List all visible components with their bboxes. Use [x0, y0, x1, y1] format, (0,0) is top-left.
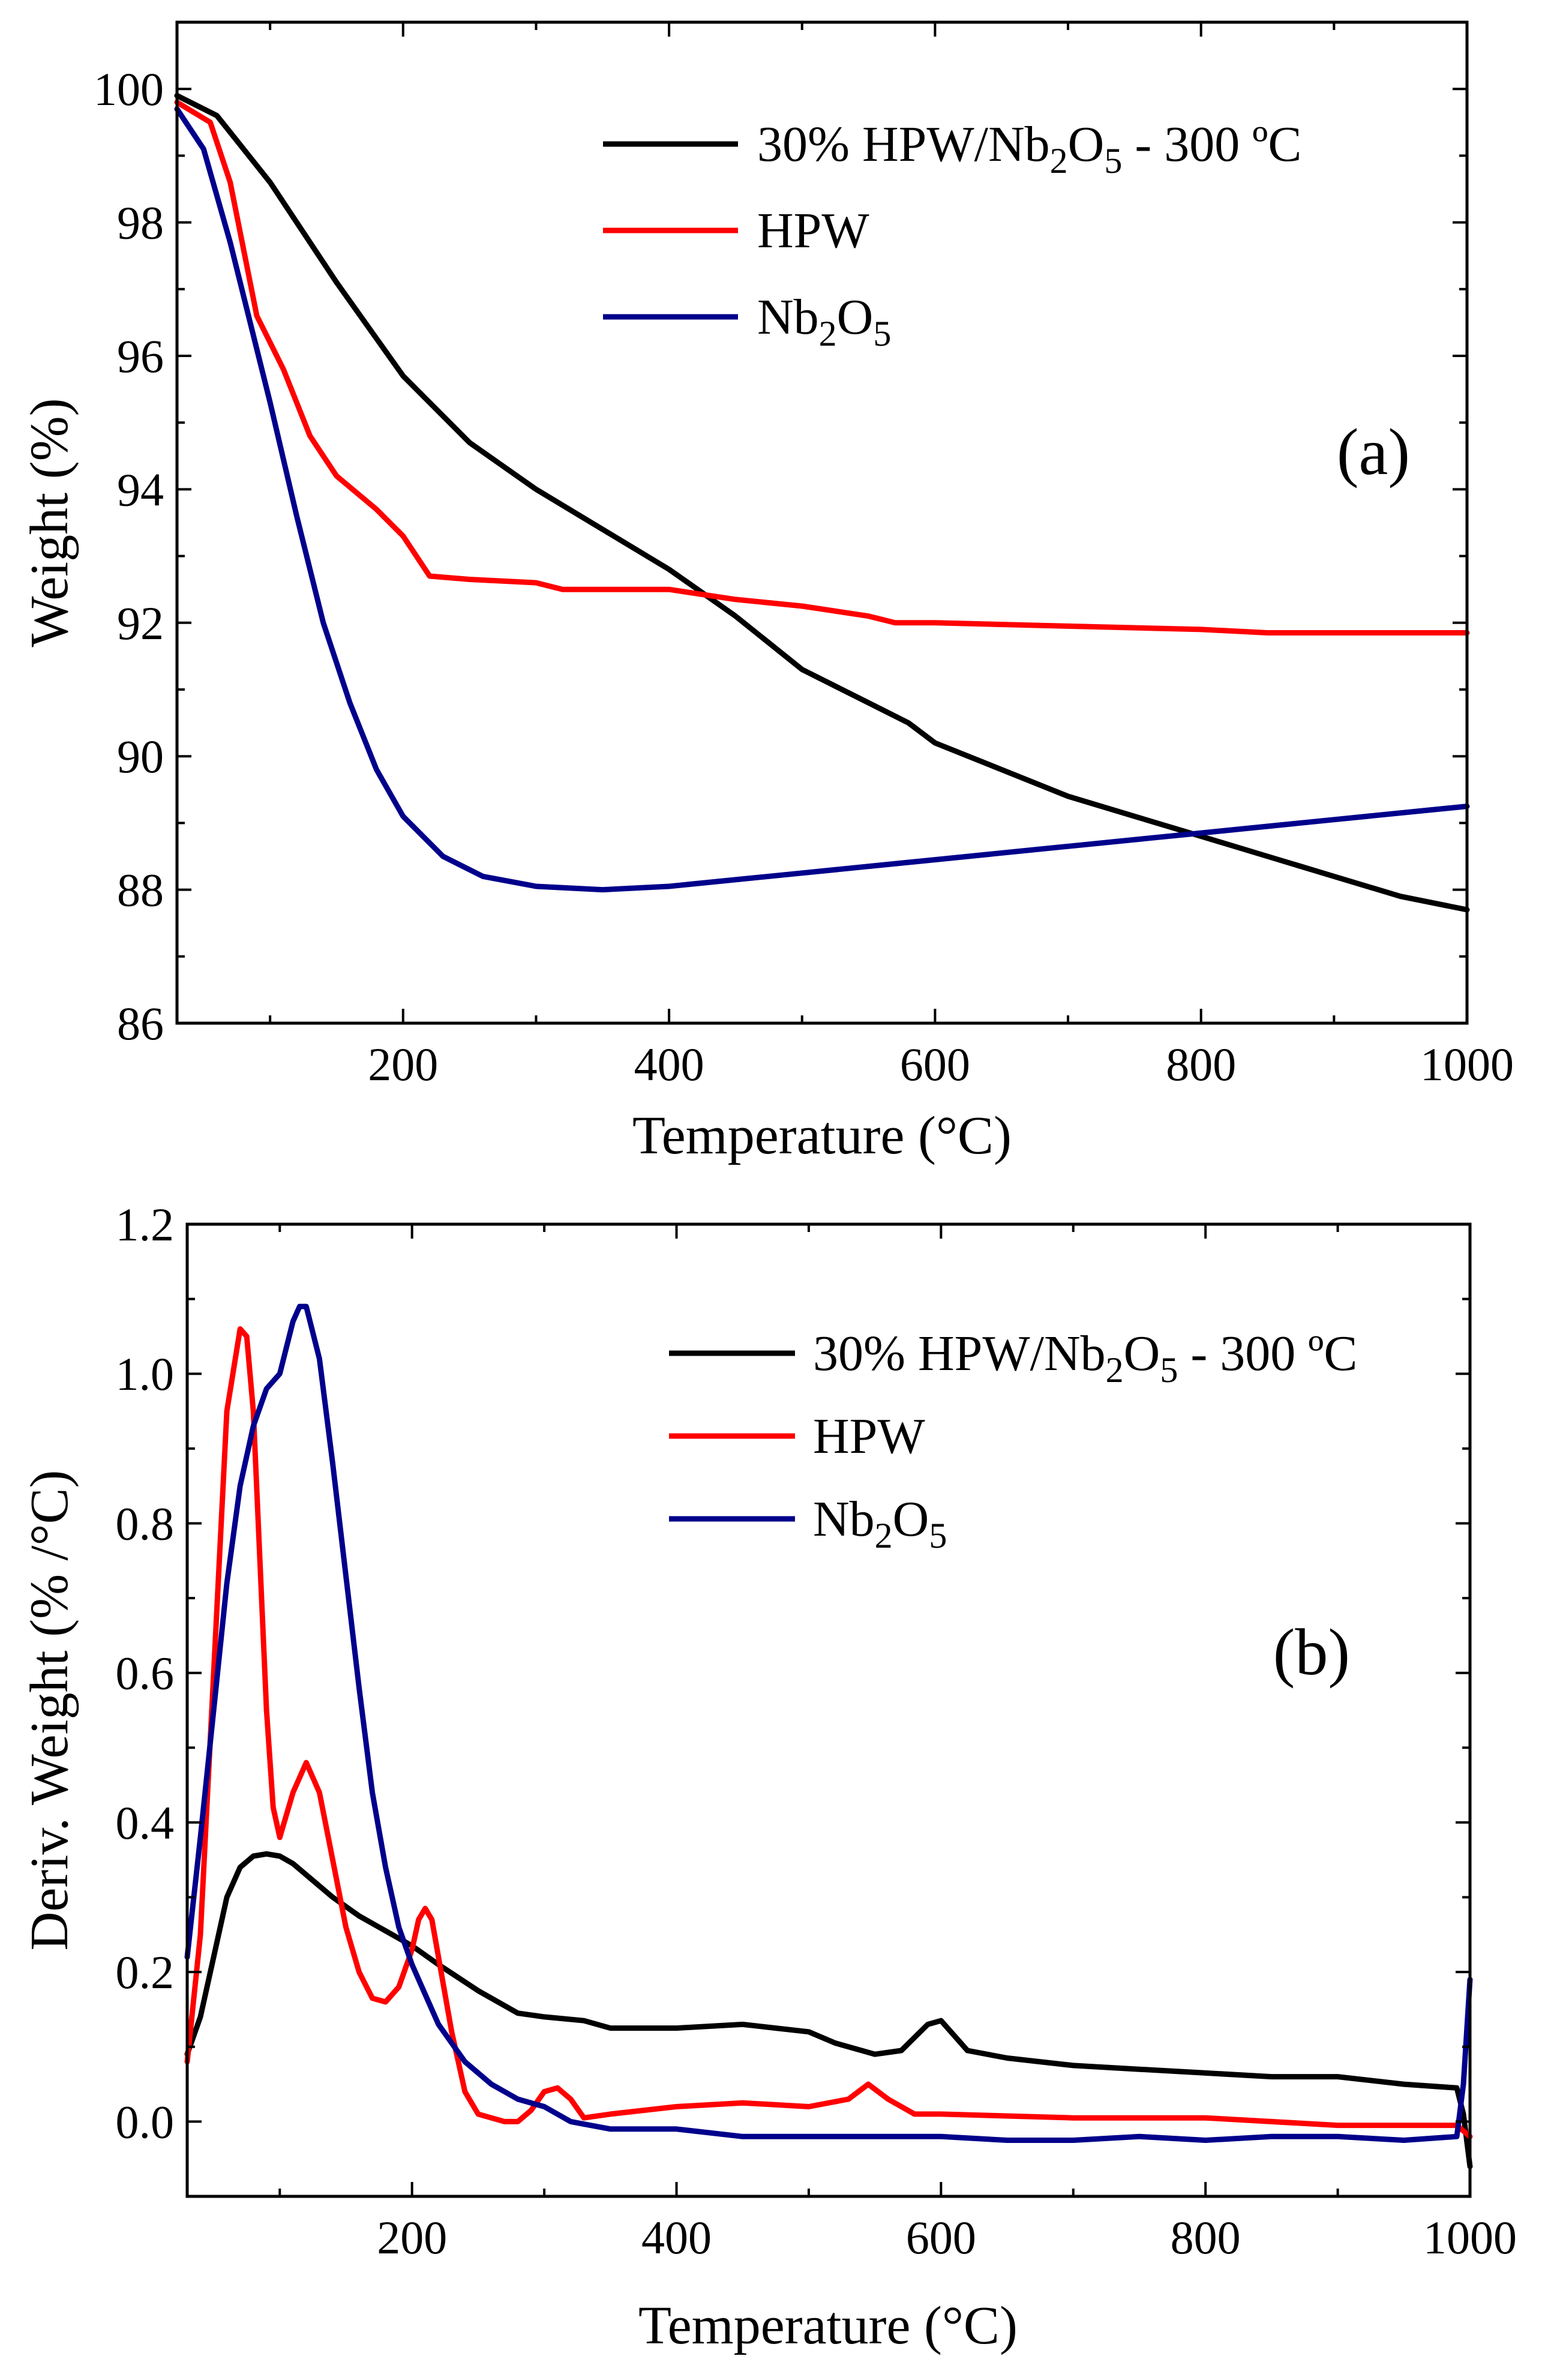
panel-a-x-tick-label: 1000 [1420, 1038, 1514, 1090]
panel-b-y-axis-title: Deriv. Weight (% /°C) [20, 1470, 79, 1950]
panel-a-y-tick-label: 90 [117, 730, 164, 783]
panel-a-y-tick-label: 92 [117, 597, 164, 649]
panel-a-legend-2-pre: Nb [757, 289, 819, 345]
panel-a-x-axis-title: Temperature (°C) [632, 1106, 1012, 1165]
panel-b-legend-0-post: - 300 ºC [1178, 1326, 1357, 1381]
panel-a-y-tick-label: 96 [117, 330, 164, 382]
panel-b-series-1-line [184, 1326, 1473, 2139]
panel-b-derivative-chart: 200 400 600 800 1000 0.0 0.2 0.4 0.6 0.8 1.0 1.2 T… [20, 1198, 1517, 2355]
panel-b-legend-0-sub2: 5 [1160, 1350, 1178, 1390]
panel-b-legend-label-0: 30% HPW/Nb2O5 - 300 ºC [813, 1326, 1357, 1390]
panel-a-x-ticks: 200 400 600 800 1000 [269, 22, 1514, 1090]
panel-a-x-tick-label: 600 [900, 1038, 970, 1090]
panel-b-y-tick-label: 1.0 [116, 1348, 175, 1400]
panel-a-legend-0-pre: 30% HPW/Nb [757, 116, 1050, 172]
panel-b-legend-0-pre: 30% HPW/Nb [813, 1326, 1106, 1381]
panel-b-x-tick-label: 400 [641, 2211, 712, 2264]
panel-b-legend-0-sub1: 2 [1106, 1350, 1124, 1390]
panel-b-series-layer [184, 1303, 1473, 2169]
panel-a-legend-2-mid: O [837, 289, 874, 345]
panel-b-x-ticks: 200 400 600 800 1000 [278, 1224, 1517, 2264]
panel-b-x-tick-label: 800 [1171, 2211, 1241, 2264]
panel-a-series-layer [174, 92, 1470, 913]
panel-a-legend-label-2: Nb2O5 [757, 289, 891, 353]
panel-a-y-tick-label: 100 [94, 63, 164, 115]
panel-a-y-tick-label: 94 [117, 463, 164, 515]
panel-b-legend-0-mid: O [1124, 1326, 1160, 1381]
panel-a-plot-frame [175, 20, 1469, 1025]
panel-a-legend-2-sub1: 2 [819, 314, 837, 353]
panel-a-x-tick-label: 200 [368, 1038, 438, 1090]
panel-a-y-ticks: 86 88 90 92 94 96 98 100 [94, 21, 1467, 1050]
panel-a-x-tick-label: 800 [1166, 1038, 1236, 1090]
panel-b-series-0-line [184, 1851, 1473, 2169]
panel-b-y-tick-label: 0.2 [116, 1946, 175, 1998]
panel-b-label: (b) [1273, 1615, 1350, 1689]
panel-a-legend-0-sub1: 2 [1050, 141, 1068, 181]
panel-b-legend-2-sub2: 5 [929, 1516, 947, 1555]
panel-a-legend-0-sub2: 5 [1104, 141, 1122, 181]
panel-b-y-tick-label: 0.6 [116, 1647, 175, 1699]
panel-a-legend-1-pre: HPW [757, 203, 869, 259]
panel-a-weight-chart: 200 400 600 800 1000 86 88 90 92 94 96 98 100 Tempe… [20, 20, 1514, 1165]
panel-b-plot-frame [185, 1222, 1472, 2198]
panel-b-y-tick-label: 0.8 [116, 1497, 175, 1549]
panel-a-label: (a) [1337, 415, 1410, 488]
panel-b-x-tick-label: 1000 [1423, 2211, 1517, 2264]
panel-b-legend-1-pre: HPW [813, 1408, 925, 1464]
panel-a-legend-label-1: HPW [757, 203, 869, 259]
panel-a-y-tick-label: 88 [117, 864, 164, 916]
panel-a-series-1-line [174, 99, 1470, 636]
panel-b-legend-2-pre: Nb [813, 1491, 875, 1547]
panel-b-x-tick-label: 200 [377, 2211, 447, 2264]
panel-b-y-tick-label: 1.2 [116, 1198, 175, 1251]
panel-b-legend-2-mid: O [893, 1491, 929, 1547]
panel-a-x-tick-label: 400 [634, 1038, 704, 1090]
panel-b-y-tick-label: 0.4 [116, 1797, 175, 1849]
panel-b-y-ticks: 0.0 0.2 0.4 0.6 0.8 1.0 1.2 [116, 1198, 1470, 2198]
panel-a-series-0-line [174, 92, 1470, 913]
panel-a-legend-2-sub2: 5 [873, 314, 891, 353]
panel-a-legend-0-mid: O [1068, 116, 1105, 172]
panel-a-legend-label-0: 30% HPW/Nb2O5 - 300 ºC [757, 116, 1301, 181]
panel-a-series-2-line [174, 106, 1470, 893]
panel-b-y-tick-label: 0.0 [116, 2096, 175, 2148]
panel-b-legend-2-sub1: 2 [875, 1516, 893, 1555]
panel-b-x-tick-label: 600 [906, 2211, 976, 2264]
panel-b-legend-label-1: HPW [813, 1408, 925, 1464]
panel-a-y-tick-label: 86 [117, 997, 164, 1050]
panel-a-y-axis-title: Weight (%) [20, 398, 79, 647]
panel-a-y-tick-label: 98 [117, 197, 164, 249]
panel-a-legend-0-post: - 300 ºC [1122, 116, 1301, 172]
panel-b-series-2-line [184, 1303, 1473, 2143]
panel-b-legend-label-2: Nb2O5 [813, 1491, 947, 1555]
panel-b-x-axis-title: Temperature (°C) [638, 2296, 1018, 2355]
